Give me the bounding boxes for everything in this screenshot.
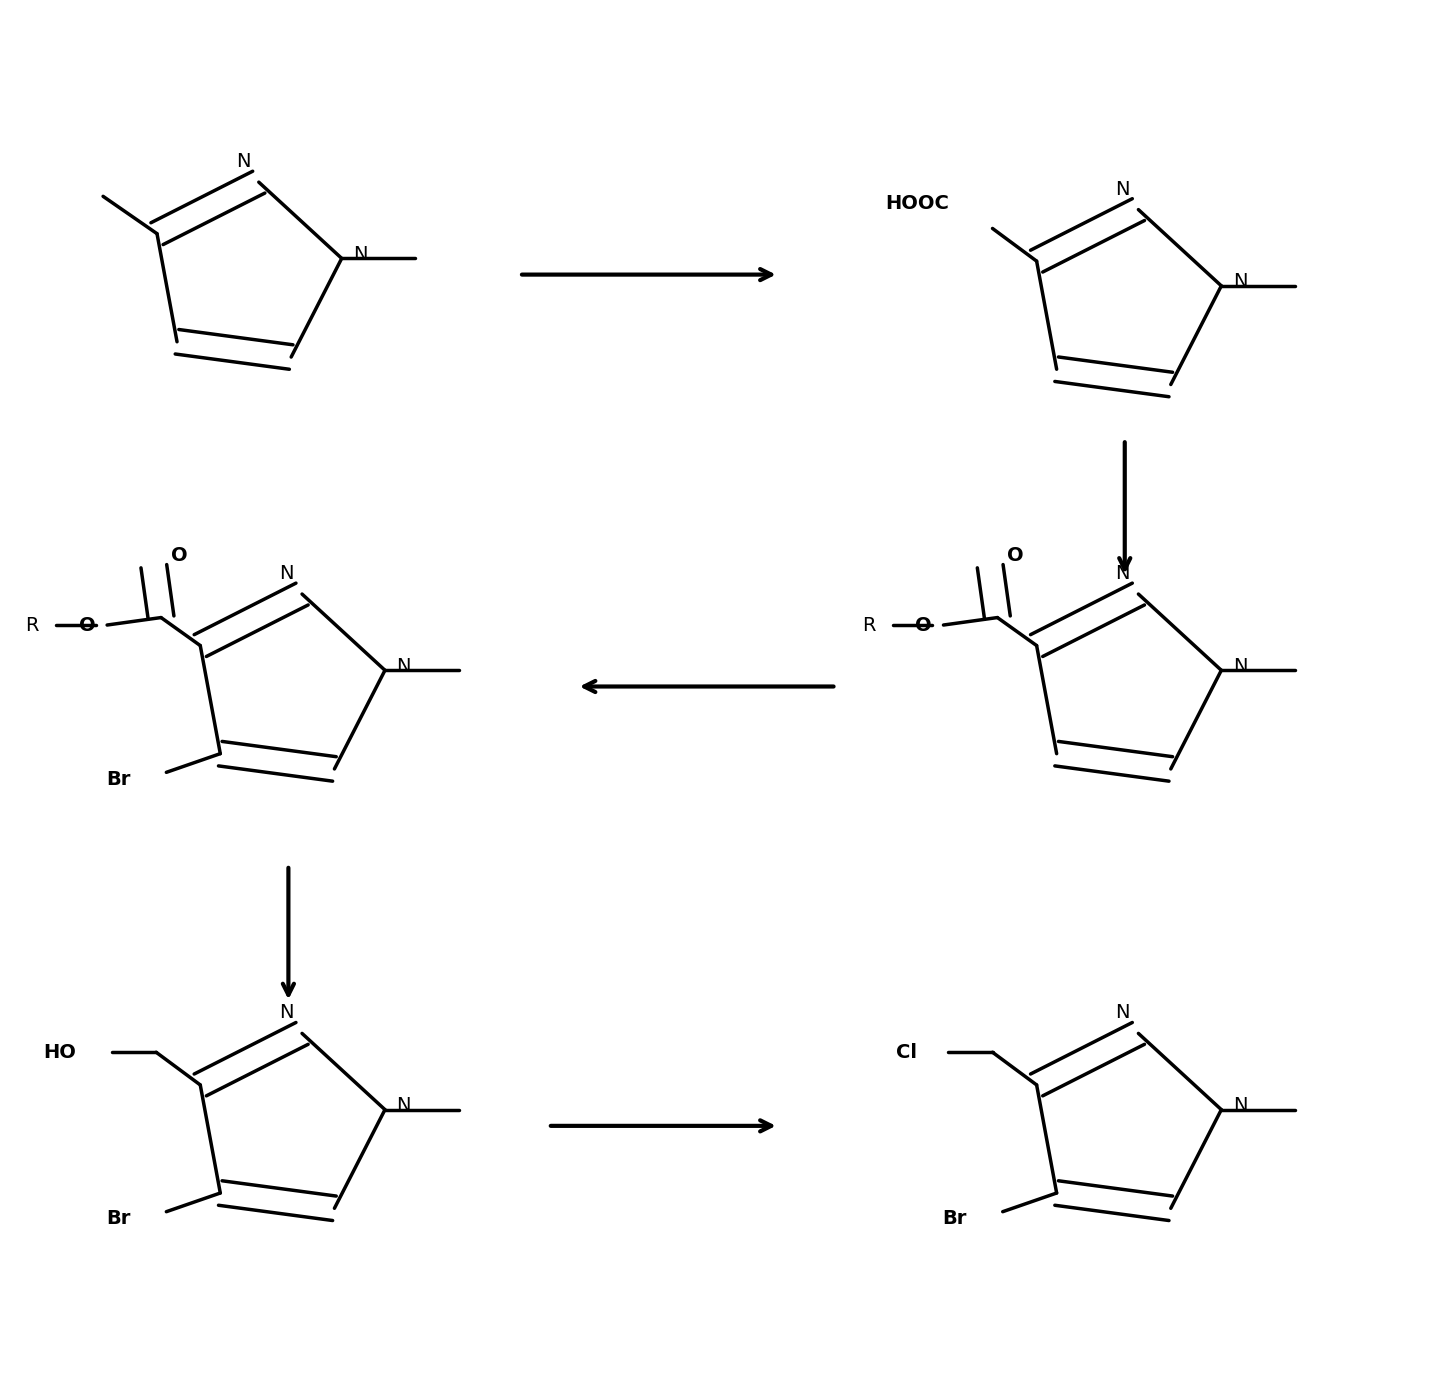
Text: R: R [862,615,875,634]
Text: N: N [1115,180,1129,199]
Text: O: O [79,615,95,634]
Text: HOOC: HOOC [885,194,949,213]
Text: N: N [1233,272,1247,291]
Text: O: O [172,545,187,564]
Text: HO: HO [43,1042,76,1061]
Text: N: N [235,152,249,172]
Text: N: N [397,656,411,676]
Text: N: N [1115,1004,1129,1023]
Text: N: N [1233,656,1247,676]
Text: R: R [26,615,39,634]
Text: N: N [278,564,293,584]
Text: N: N [1233,1096,1247,1115]
Text: Br: Br [105,770,130,788]
Text: N: N [278,1004,293,1023]
Text: O: O [1008,545,1024,564]
Text: Br: Br [105,1210,130,1227]
Text: Br: Br [942,1210,966,1227]
Text: N: N [397,1096,411,1115]
Text: N: N [1115,564,1129,584]
Text: N: N [353,244,368,264]
Text: Cl: Cl [895,1042,917,1061]
Text: O: O [916,615,932,634]
